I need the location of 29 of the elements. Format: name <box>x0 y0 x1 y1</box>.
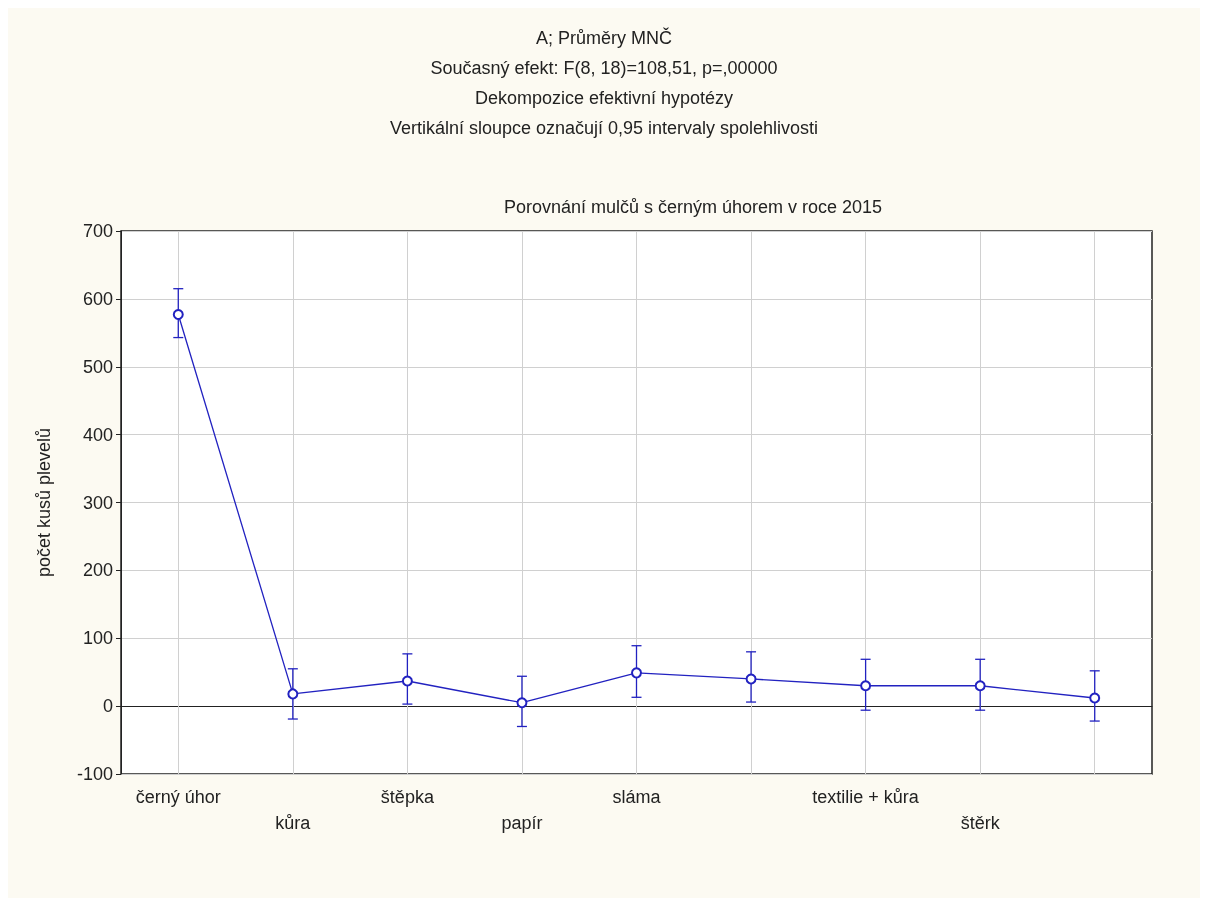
y-tick-label: 300 <box>82 492 113 513</box>
y-tick-label: 600 <box>82 288 113 309</box>
chart-subtitle: Současný efekt: F(8, 18)=108,51, p=,00000 Dekompozice efektivní hypotézy Vertikální sloupce označují 0,95 intervaly spolehlivosti <box>389 58 819 138</box>
y-tick-label: -100 <box>76 764 113 784</box>
point <box>401 675 413 687</box>
point <box>287 688 299 700</box>
y-tick-label: 200 <box>82 560 113 581</box>
point <box>516 697 528 709</box>
y-tick-label: 500 <box>82 356 113 377</box>
point <box>631 667 642 679</box>
y-tick-label: 400 <box>82 424 113 445</box>
y-tick-label: 700 <box>82 221 113 241</box>
y-tick-label: 100 <box>82 628 113 649</box>
point <box>745 673 757 685</box>
point <box>1089 692 1101 704</box>
point <box>172 308 184 320</box>
x-tick-label: sláma <box>612 787 662 807</box>
x-tick-label: textilie + kůra <box>812 787 920 807</box>
x-tick-label: štěrk <box>960 813 1001 833</box>
x-tick-label: černý úhor <box>135 787 221 807</box>
point <box>860 680 872 692</box>
x-tick-label: papír <box>501 813 543 833</box>
text: Porovnání mulčů s černým úhorem v roce 2015 <box>503 197 883 217</box>
chart-title: A; Průměry MNČ <box>535 27 673 48</box>
y-axis-title: počet kusů plevelů <box>34 427 54 578</box>
point <box>974 680 986 692</box>
x-tick-label: štěpka <box>380 787 435 807</box>
x-tick-label: kůra <box>275 813 312 833</box>
y-tick-label: 0 <box>102 696 113 717</box>
